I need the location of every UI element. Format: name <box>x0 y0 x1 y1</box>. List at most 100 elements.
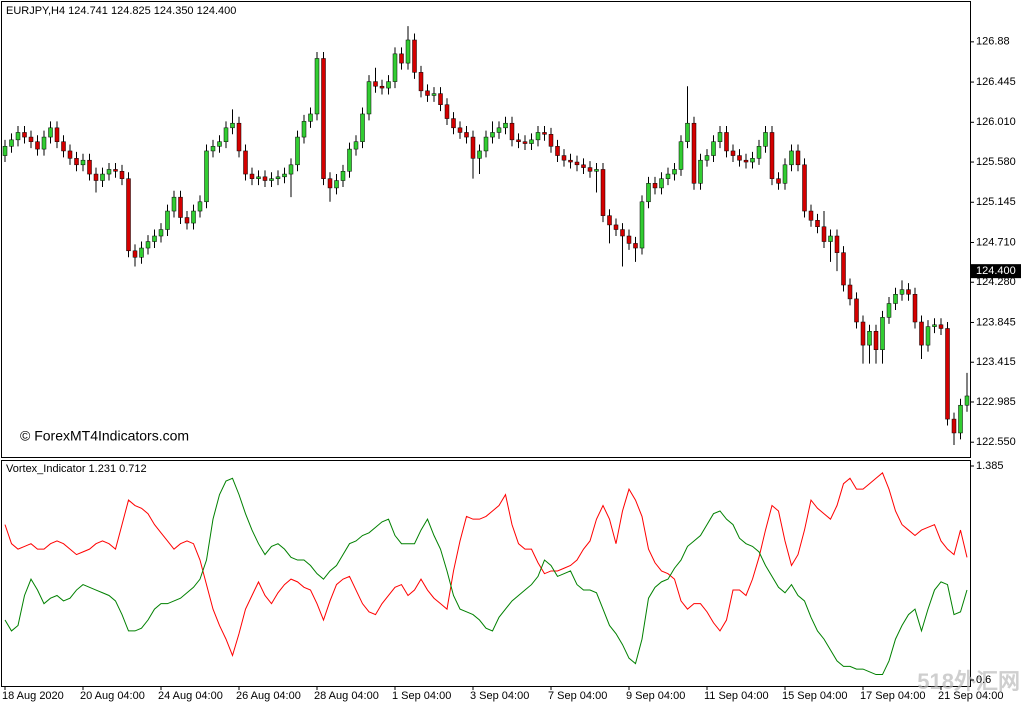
candle-body <box>340 171 346 181</box>
candle-body <box>197 201 203 212</box>
current-price-box <box>971 264 1021 279</box>
y-tick-label: 124.710 <box>976 236 1016 248</box>
y-tick-label: 125.145 <box>976 196 1016 208</box>
candle-body <box>366 81 372 115</box>
symbol-header: EURJPY,H4 124.741 124.825 124.350 124.40… <box>6 5 236 17</box>
candle-body <box>919 321 924 346</box>
candle-body <box>542 132 547 135</box>
candle-body <box>724 132 729 152</box>
candle-body <box>256 176 261 179</box>
candle-body <box>685 122 690 142</box>
candle-body <box>639 201 645 249</box>
candle-body <box>815 220 820 228</box>
candle-body <box>483 136 489 152</box>
candle-body <box>243 150 248 175</box>
x-tick-label: 18 Aug 2020 <box>2 690 64 702</box>
candle-body <box>126 178 131 252</box>
candle-body <box>379 85 385 89</box>
watermark: © ForexMT4Indicators.com <box>20 428 189 444</box>
candle-body <box>360 113 365 142</box>
candle-body <box>717 132 723 142</box>
candle-body <box>704 155 710 161</box>
candle-body <box>867 330 872 346</box>
candle-body <box>275 176 281 179</box>
candle-body <box>659 178 664 189</box>
candle-body <box>184 217 190 224</box>
candle-body <box>620 229 625 237</box>
candle-body <box>932 324 937 327</box>
y-tick-label: 1.385 <box>976 460 1004 472</box>
y-tick-label: 125.580 <box>976 156 1016 168</box>
candle-body <box>756 146 762 159</box>
y-tick-label: 126.010 <box>976 116 1016 128</box>
candle-body <box>444 104 450 119</box>
candle-body <box>594 169 599 172</box>
candle-body <box>28 136 34 142</box>
candle-body <box>802 164 807 212</box>
y-tick-label: 126.88 <box>976 36 1010 48</box>
candle-body <box>15 132 21 141</box>
candle-body <box>574 161 580 166</box>
candle-body <box>262 176 268 181</box>
candle-body <box>860 321 866 346</box>
x-tick-label: 26 Aug 04:00 <box>236 690 301 702</box>
candle-body <box>230 122 235 129</box>
candle-body <box>633 243 638 249</box>
candle-body <box>22 132 27 138</box>
candle-body <box>106 169 112 175</box>
candle-body <box>529 139 534 144</box>
candle-body <box>912 294 918 323</box>
candle-body <box>386 81 391 89</box>
candle-body <box>945 328 950 420</box>
candle-body <box>152 235 157 242</box>
candle-body <box>412 39 417 73</box>
candle-body <box>321 58 326 179</box>
candle-body <box>249 173 255 179</box>
candle-body <box>438 93 443 105</box>
y-tick-label: 0.6 <box>976 674 991 686</box>
candle-body <box>951 418 957 434</box>
candle-body <box>100 173 105 181</box>
candle-body <box>737 155 742 161</box>
candle-body <box>880 317 885 350</box>
candle-body <box>308 113 313 122</box>
candle-body <box>535 132 541 141</box>
candle-body <box>132 250 138 258</box>
candle-body <box>405 39 411 64</box>
x-tick-label: 1 Sep 04:00 <box>392 690 451 702</box>
x-tick-label: 17 Sep 04:00 <box>860 690 925 702</box>
indicator-line <box>4 471 968 657</box>
candle-body <box>600 169 606 216</box>
candle-body <box>236 122 242 152</box>
candle-body <box>139 247 144 258</box>
candle-body <box>743 159 749 163</box>
candle-body <box>958 404 963 434</box>
candle-body <box>776 178 781 184</box>
candle-body <box>87 159 92 175</box>
candle-body <box>925 326 931 346</box>
candle-body <box>392 53 398 82</box>
candle-body <box>373 81 378 87</box>
site-watermark: 518外汇网 <box>917 669 1020 694</box>
x-tick-label: 20 Aug 04:00 <box>80 690 145 702</box>
candle-body <box>223 127 229 142</box>
candle-body <box>119 171 125 179</box>
candle-body <box>711 141 716 156</box>
candle-body <box>9 139 14 147</box>
candle-body <box>496 127 502 133</box>
candle-body <box>464 132 469 138</box>
candle-body <box>145 241 151 249</box>
candle-body <box>171 196 177 212</box>
candle-body <box>353 141 359 150</box>
candle-body <box>899 289 905 295</box>
candle-body <box>288 164 294 175</box>
candle-body <box>191 210 196 224</box>
candle-body <box>938 324 944 329</box>
candle-body <box>548 134 554 147</box>
indicator-panel <box>1 460 971 687</box>
indicator-line <box>4 477 968 676</box>
candle-body <box>821 226 827 242</box>
candle-body <box>418 72 424 92</box>
candle-body <box>217 141 222 147</box>
candle-body <box>652 183 658 189</box>
